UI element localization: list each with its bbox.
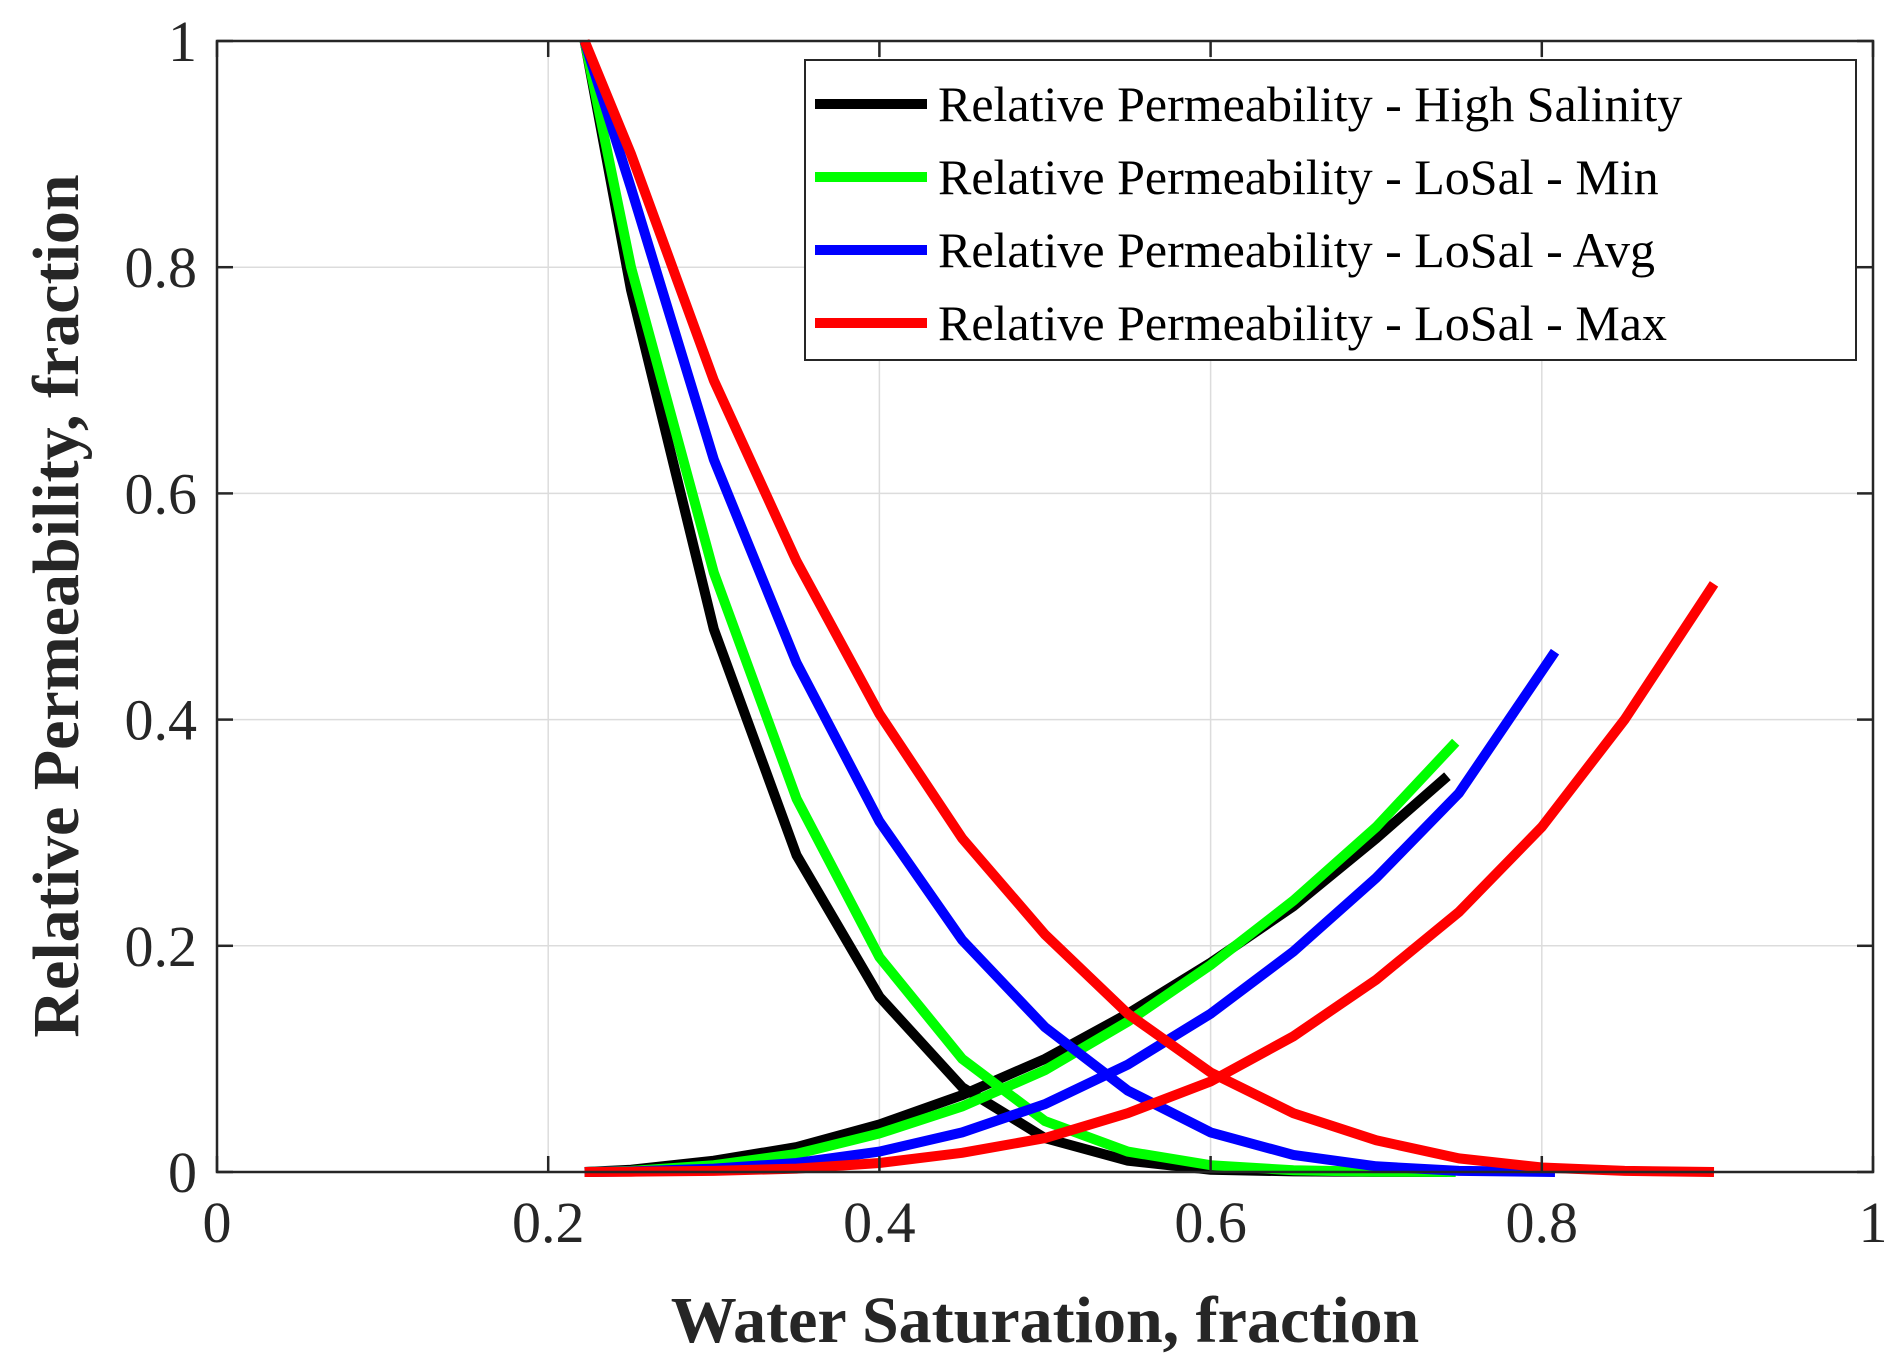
series-line-2-curve-1 bbox=[584, 648, 1560, 1177]
legend-label: Relative Permeability - LoSal - Avg bbox=[938, 222, 1655, 278]
axis-ticks bbox=[215, 39, 1875, 1174]
legend-entries: Relative Permeability - High Salinity Rel… bbox=[815, 76, 1682, 351]
y-tick-label: 0.4 bbox=[125, 688, 198, 753]
plot-frame bbox=[215, 39, 1875, 1174]
x-tick-labels: 0 0.2 0.4 0.6 0.8 1 bbox=[203, 1190, 1888, 1255]
x-tick-label: 0 bbox=[203, 1190, 232, 1255]
legend-label: Relative Permeability - High Salinity bbox=[938, 76, 1682, 132]
series-line-3-curve-1 bbox=[584, 581, 1719, 1177]
y-tick-label: 0 bbox=[168, 1140, 197, 1205]
legend-label: Relative Permeability - LoSal - Max bbox=[938, 295, 1667, 351]
y-axis-title: Relative Permeability, fraction bbox=[20, 174, 93, 1037]
y-tick-label: 1 bbox=[168, 9, 197, 74]
series-line-2-curve-0 bbox=[579, 39, 1556, 1177]
x-axis-title: Water Saturation, fraction bbox=[671, 1284, 1420, 1357]
x-tick-label: 1 bbox=[1859, 1190, 1888, 1255]
y-tick-label: 0.2 bbox=[125, 914, 198, 979]
x-tick-label: 0.8 bbox=[1506, 1190, 1579, 1255]
y-tick-labels: 0 0.2 0.4 0.6 0.8 1 bbox=[125, 9, 198, 1205]
y-tick-label: 0.6 bbox=[125, 461, 198, 526]
x-tick-label: 0.4 bbox=[843, 1190, 916, 1255]
x-tick-label: 0.2 bbox=[512, 1190, 585, 1255]
legend-label: Relative Permeability - LoSal - Min bbox=[938, 149, 1659, 205]
y-tick-label: 0.8 bbox=[125, 235, 198, 300]
series-line-3-curve-0 bbox=[579, 39, 1715, 1177]
x-tick-label: 0.6 bbox=[1174, 1190, 1247, 1255]
legend-box bbox=[804, 59, 1857, 361]
legend: Relative Permeability - High Salinity Rel… bbox=[804, 59, 1857, 361]
